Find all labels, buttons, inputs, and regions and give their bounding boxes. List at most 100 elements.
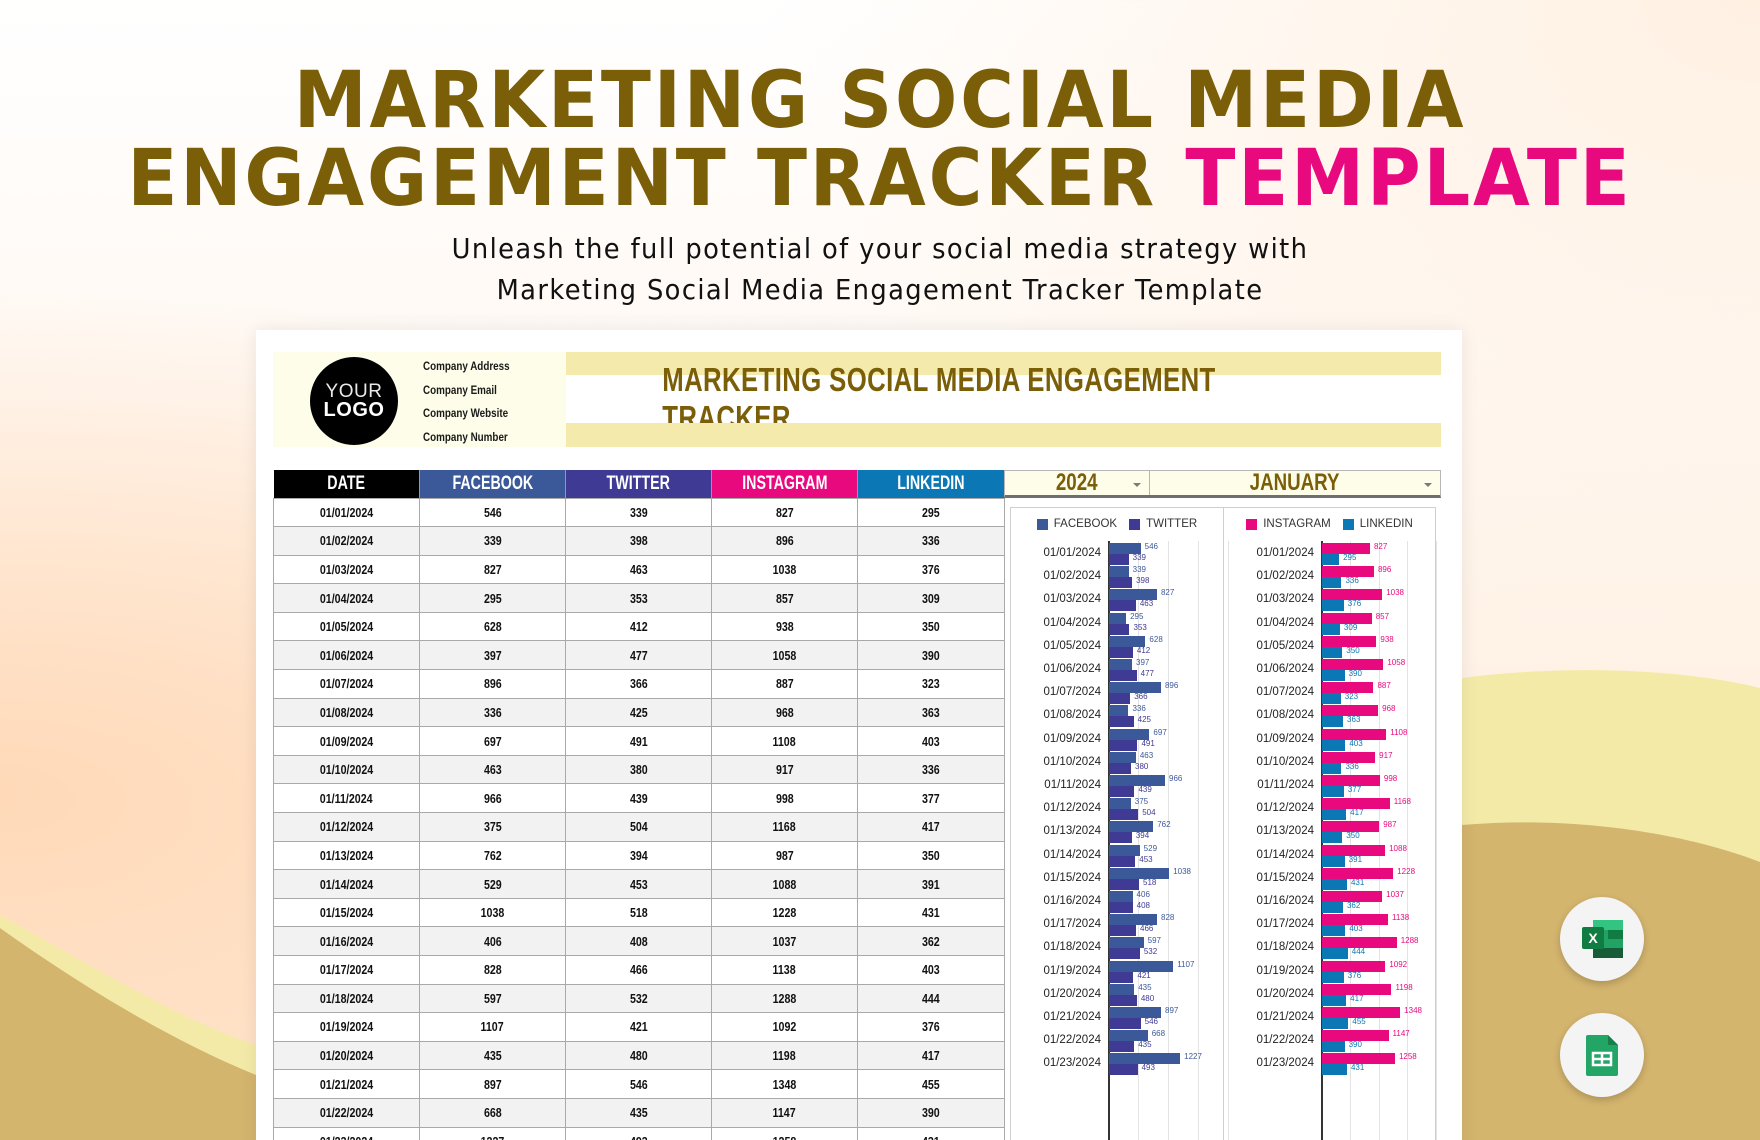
chevron-down-icon[interactable] — [1133, 483, 1141, 487]
chart-bar[interactable] — [1322, 994, 1347, 1006]
cell-twitter[interactable]: 518 — [565, 897, 712, 928]
chart-bar[interactable] — [1109, 543, 1141, 554]
chart-bar[interactable] — [1109, 809, 1139, 821]
cell-facebook[interactable]: 762 — [419, 840, 566, 871]
cell-linkedin[interactable]: 295 — [857, 497, 1005, 528]
cell-twitter[interactable]: 463 — [565, 554, 712, 585]
chart-bar[interactable] — [1322, 1018, 1349, 1029]
chart-bar[interactable] — [1322, 659, 1384, 670]
chart-bar[interactable] — [1322, 693, 1341, 705]
chart-bar[interactable] — [1322, 902, 1343, 913]
cell-instagram[interactable]: 998 — [711, 783, 858, 814]
cell-date[interactable]: 01/10/2024 — [273, 754, 420, 785]
chart-bar[interactable] — [1322, 775, 1380, 786]
year-dropdown[interactable]: 2024 — [1005, 469, 1150, 496]
cell-twitter[interactable]: 425 — [565, 697, 712, 728]
cell-date[interactable]: 01/22/2024 — [273, 1097, 420, 1128]
chart-bar[interactable] — [1322, 1041, 1345, 1053]
cell-linkedin[interactable]: 377 — [857, 783, 1005, 814]
chart-bar[interactable] — [1322, 705, 1379, 717]
chart-bar[interactable] — [1322, 983, 1392, 995]
chart-bar[interactable] — [1322, 937, 1397, 949]
chart-bar[interactable] — [1322, 798, 1390, 810]
chart-bar[interactable] — [1109, 682, 1161, 694]
cell-facebook[interactable]: 397 — [419, 640, 566, 671]
cell-twitter[interactable]: 493 — [565, 1126, 712, 1140]
cell-linkedin[interactable]: 390 — [857, 640, 1005, 671]
cell-facebook[interactable]: 896 — [419, 669, 566, 699]
chart-bar[interactable] — [1322, 786, 1344, 797]
cell-instagram[interactable]: 938 — [711, 611, 858, 642]
cell-twitter[interactable]: 339 — [565, 497, 712, 528]
chart-bar[interactable] — [1109, 1018, 1141, 1029]
chart-bar[interactable] — [1322, 1030, 1389, 1042]
column-header-date[interactable]: DATE — [273, 470, 420, 498]
cell-date[interactable]: 01/05/2024 — [273, 611, 420, 642]
chart-bar[interactable] — [1322, 948, 1348, 960]
chart-bar[interactable] — [1109, 983, 1135, 995]
cell-linkedin[interactable]: 336 — [857, 526, 1005, 556]
cell-date[interactable]: 01/01/2024 — [273, 497, 420, 528]
cell-twitter[interactable]: 491 — [565, 726, 712, 756]
chart-bar[interactable] — [1109, 728, 1150, 740]
column-header-facebook[interactable]: FACEBOOK — [419, 470, 566, 498]
cell-facebook[interactable]: 897 — [419, 1069, 566, 1099]
cell-twitter[interactable]: 532 — [565, 983, 712, 1014]
chart-bar[interactable] — [1109, 775, 1166, 786]
chart-bar[interactable] — [1322, 716, 1344, 728]
cell-instagram[interactable]: 1138 — [711, 955, 858, 985]
chart-bar[interactable] — [1322, 867, 1394, 879]
chart-bar[interactable] — [1322, 646, 1343, 658]
cell-linkedin[interactable]: 403 — [857, 726, 1005, 756]
cell-facebook[interactable]: 1227 — [419, 1126, 566, 1140]
cell-instagram[interactable]: 857 — [711, 583, 858, 613]
chart-bar[interactable] — [1322, 762, 1342, 774]
cell-facebook[interactable]: 597 — [419, 983, 566, 1014]
cell-facebook[interactable]: 1107 — [419, 1012, 566, 1042]
cell-instagram[interactable]: 1228 — [711, 897, 858, 928]
chart-bar[interactable] — [1109, 716, 1134, 728]
cell-date[interactable]: 01/07/2024 — [273, 669, 420, 699]
cell-facebook[interactable]: 435 — [419, 1040, 566, 1071]
cell-twitter[interactable]: 366 — [565, 669, 712, 699]
chart-bar[interactable] — [1322, 878, 1347, 890]
chart-bar[interactable] — [1109, 705, 1129, 717]
chart-bar[interactable] — [1322, 844, 1386, 856]
cell-instagram[interactable]: 827 — [711, 497, 858, 528]
cell-twitter[interactable]: 504 — [565, 812, 712, 842]
cell-linkedin[interactable]: 431 — [857, 897, 1005, 928]
chart-bar[interactable] — [1109, 1053, 1181, 1065]
cell-date[interactable]: 01/23/2024 — [273, 1126, 420, 1140]
chart-bar[interactable] — [1109, 1041, 1135, 1053]
cell-twitter[interactable]: 435 — [565, 1097, 712, 1128]
cell-linkedin[interactable]: 444 — [857, 983, 1005, 1014]
cell-facebook[interactable]: 668 — [419, 1097, 566, 1128]
cell-date[interactable]: 01/15/2024 — [273, 897, 420, 928]
cell-linkedin[interactable]: 455 — [857, 1069, 1005, 1099]
cell-date[interactable]: 01/19/2024 — [273, 1012, 420, 1042]
chart-bar[interactable] — [1109, 878, 1140, 890]
chart-bar[interactable] — [1322, 543, 1370, 554]
cell-facebook[interactable]: 697 — [419, 726, 566, 756]
cell-twitter[interactable]: 394 — [565, 840, 712, 871]
chart-bar[interactable] — [1109, 855, 1136, 867]
cell-date[interactable]: 01/13/2024 — [273, 840, 420, 871]
chart-bar[interactable] — [1109, 1064, 1138, 1076]
cell-twitter[interactable]: 477 — [565, 640, 712, 671]
column-header-instagram[interactable]: INSTAGRAM — [711, 470, 858, 498]
cell-linkedin[interactable]: 350 — [857, 840, 1005, 871]
cell-facebook[interactable]: 1038 — [419, 897, 566, 928]
cell-twitter[interactable]: 546 — [565, 1069, 712, 1099]
cell-linkedin[interactable]: 376 — [857, 1012, 1005, 1042]
chart-bar[interactable] — [1322, 914, 1388, 926]
cell-instagram[interactable]: 917 — [711, 754, 858, 785]
chart-bar[interactable] — [1109, 762, 1132, 774]
cell-date[interactable]: 01/08/2024 — [273, 697, 420, 728]
chart-bar[interactable] — [1109, 646, 1133, 658]
cell-facebook[interactable]: 339 — [419, 526, 566, 556]
chart-bar[interactable] — [1322, 821, 1380, 833]
cell-twitter[interactable]: 421 — [565, 1012, 712, 1042]
cell-linkedin[interactable]: 309 — [857, 583, 1005, 613]
cell-linkedin[interactable]: 403 — [857, 955, 1005, 985]
chart-bar[interactable] — [1109, 693, 1131, 705]
